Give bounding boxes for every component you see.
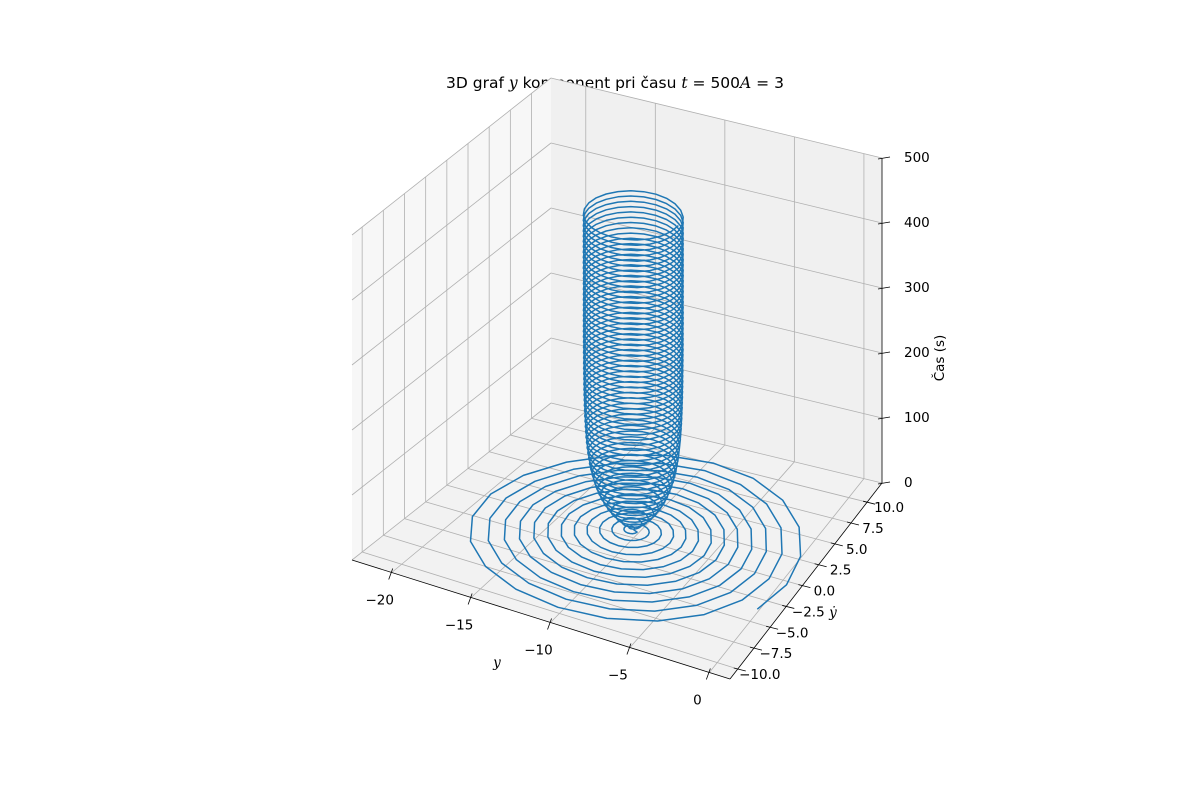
x-axis-line [351,559,731,680]
z-tick-label: 500 [904,150,930,166]
y-tick-label: −7.5 [760,646,793,662]
gridline-z [550,207,883,289]
z-tick-label: 300 [904,280,930,296]
x-axis-label: y [492,655,501,671]
gridline-y [383,534,755,649]
y-tick-label: 2.5 [830,563,851,579]
x-tick-mark [467,593,473,605]
y-tick-label: 5.0 [846,542,867,558]
y-tick-mark [798,584,811,588]
gridline-z [550,77,883,159]
x-tick-mark [388,568,394,580]
y-tick-label: 0.0 [814,584,835,600]
z-tick-mark [877,351,891,355]
gridline-z [351,402,552,561]
x-tick-label: 0 [693,693,702,709]
y-tick-label: 10.0 [874,500,904,516]
z-tick-mark [877,416,891,420]
y-axis-label: ẏ [828,605,837,621]
gridline-y [446,484,803,586]
gridline-z [351,272,552,431]
y-tick-mark [814,563,827,568]
gridline-z [351,77,552,236]
gridline-y [362,551,738,670]
y-tick-label: −2.5 [792,604,825,620]
gridline-y [510,434,852,524]
x-tick-mark [705,668,711,680]
y-tick-mark [782,605,795,609]
gridline-y [404,518,771,628]
floor-pane [352,403,882,679]
gridline-z [550,272,883,354]
axis-lines [351,158,883,680]
y-tick-label: −10.0 [739,667,780,683]
y-tick-mark [733,667,746,672]
y-tick-mark [846,521,860,526]
z-tick-label: 200 [904,345,930,361]
z-tick-label: 0 [904,475,913,491]
z-axis-label: Čas (s) [930,335,948,382]
x-tick-label: −15 [445,618,474,634]
y-tick-mark [863,500,876,505]
z-tick-label: 100 [904,410,930,426]
chart-title: 3D graf y komponent pri času t = 500A = … [446,74,784,92]
left-wall-pane [352,78,551,560]
gridline-x [391,411,587,573]
x-tick-label: −10 [524,643,553,659]
y-tick-label: −5.0 [776,625,809,641]
y-tick-mark [749,646,763,651]
z-tick-mark [877,221,891,225]
gridline-z [351,142,552,301]
z-tick-mark [877,286,891,290]
series-layer [469,190,802,622]
y-tick-mark [830,542,843,547]
x-tick-mark [547,618,552,630]
axis-ticks: −20 −15 −10 −5 0 −10.0 −7.5 −5.0 −2.5 0.0 2.5 5.0 7.… [365,150,929,709]
gridline-x [629,461,795,648]
z-tick-mark [877,156,891,160]
gridline-z [351,337,552,496]
x-tick-mark [626,643,632,655]
gridline-x [470,427,656,598]
series-line [469,190,802,622]
x-tick-label: −5 [608,668,628,684]
gridline-x [709,478,865,673]
y-tick-label: 7.5 [862,521,883,537]
gridline-y [425,501,787,607]
z-tick-mark [877,481,891,485]
x-tick-label: −20 [365,593,394,609]
gridline-z [351,207,552,366]
y-tick-mark [766,625,779,630]
y-axis-line [729,482,883,680]
gridline-z [550,402,883,484]
gridline-z [550,142,883,224]
z-tick-label: 400 [904,215,930,231]
gridline-y [467,468,819,566]
axes-panes [352,78,882,679]
